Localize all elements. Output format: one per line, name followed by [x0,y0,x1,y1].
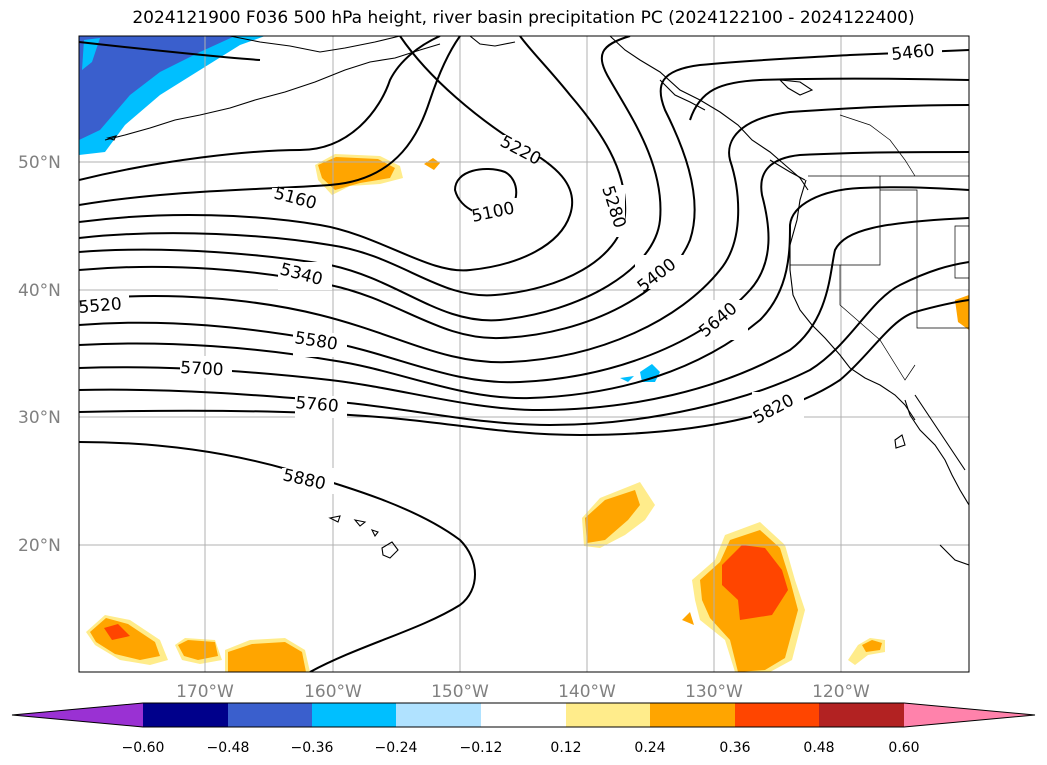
colorbar-extend-max [904,703,1035,727]
colorbar-segment [396,703,481,727]
colorbar-tick: −0.36 [291,740,334,756]
colorbar-tick: −0.60 [122,740,165,756]
lon-label-150w: 150°W [431,682,489,702]
latitude-labels: 50°N 40°N 30°N 20°N [18,153,61,556]
negative-precip-core [79,36,235,140]
colorbar-segment [735,703,819,727]
colorbar-tick: 0.48 [803,740,834,756]
colorbar-segment [819,703,904,727]
longitude-labels: 170°W 160°W 150°W 140°W 130°W 120°W [176,682,870,702]
graticule [79,36,969,672]
lat-label-20n: 20°N [18,536,61,556]
contour-label-5520: 5520 [78,294,123,318]
colorbar-segment [228,703,312,727]
colorbar [11,702,1036,728]
colorbar-tick: 0.36 [719,740,750,756]
colorbar-extend-min [12,703,143,727]
lat-label-40n: 40°N [18,281,61,301]
contour-label-5700: 5700 [180,358,224,380]
lon-label-140w: 140°W [558,682,616,702]
colorbar-tick: 0.60 [888,740,919,756]
colorbar-segment [650,703,735,727]
colorbar-segment [312,703,396,727]
colorbar-tick: 0.24 [634,740,665,756]
contour-label-group: 5460 5220 5160 5100 5280 5400 5340 5520 … [78,41,942,495]
colorbar-tick: −0.48 [207,740,250,756]
lon-label-170w: 170°W [176,682,234,702]
lon-label-130w: 130°W [685,682,743,702]
contour-label-5460: 5460 [890,41,935,65]
map-frame [78,35,970,673]
lat-label-50n: 50°N [18,153,61,173]
lat-label-30n: 30°N [18,408,61,428]
colorbar-ticks: −0.60 −0.48 −0.36 −0.24 −0.12 0.12 0.24 … [122,740,920,756]
lon-label-120w: 120°W [812,682,870,702]
colorbar-segment [566,703,650,727]
colorbar-tick: −0.12 [460,740,503,756]
colorbar-tick: −0.24 [375,740,418,756]
map-panel: 5460 5220 5160 5100 5280 5400 5340 5520 … [78,36,969,672]
colorbar-segment [143,703,228,727]
positive-precip-east [955,295,969,330]
colorbar-outline [11,702,1036,728]
map-title: 2024121900 F036 500 hPa height, river ba… [132,8,915,28]
colorbar-segment [481,703,566,727]
contour-north1 [79,41,261,61]
contour-label-5760: 5760 [295,393,340,417]
precip-shading [79,36,969,672]
lon-label-160w: 160°W [304,682,362,702]
colorbar-tick: 0.12 [550,740,581,756]
borders [790,114,969,381]
